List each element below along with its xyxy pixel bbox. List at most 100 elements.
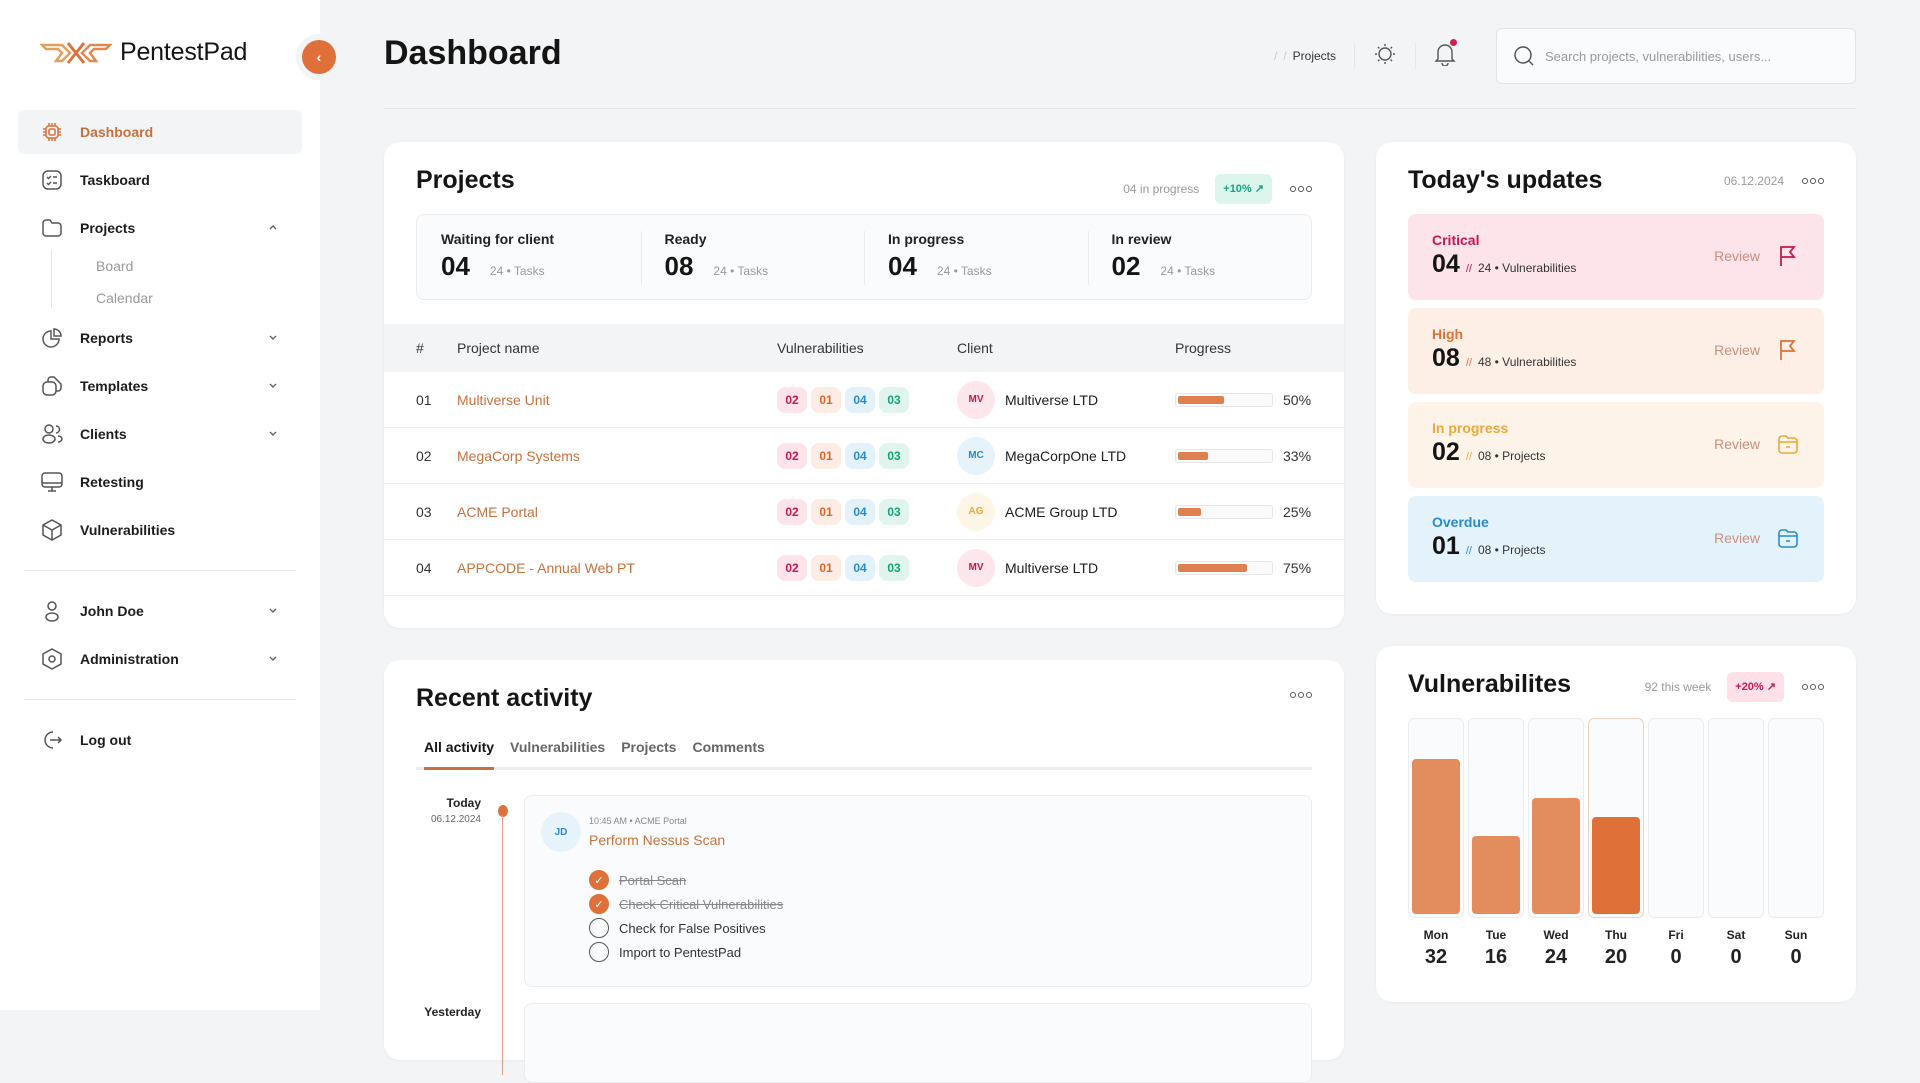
- chevron-down-icon[interactable]: [266, 378, 280, 392]
- more-options-icon[interactable]: [1802, 178, 1824, 184]
- status-count: 02: [1111, 251, 1141, 281]
- sidebar-item-dashboard[interactable]: Dashboard: [18, 110, 302, 154]
- checked-circle-icon[interactable]: ✓: [589, 870, 609, 890]
- update-item-overdue[interactable]: Overdue 01 // 08 • Projects Review: [1408, 496, 1824, 582]
- project-status-summary: Waiting for client 04 24 • Tasks Ready 08…: [416, 214, 1312, 300]
- sidebar-item-administration[interactable]: Administration: [18, 637, 302, 681]
- notifications-bell-icon[interactable]: [1434, 38, 1457, 71]
- breadcrumb-item[interactable]: Projects: [1292, 49, 1336, 63]
- checklist-item[interactable]: Check for False Positives: [589, 916, 783, 940]
- chart-column-tue[interactable]: [1468, 718, 1524, 918]
- activity-entry[interactable]: JD 10:45 AM • ACME Portal Perform Nessus…: [524, 795, 1312, 987]
- tab-projects[interactable]: Projects: [621, 739, 677, 755]
- column-header-client[interactable]: Client: [957, 340, 993, 356]
- sidebar-item-taskboard[interactable]: Taskboard: [18, 158, 302, 202]
- column-header-project-name[interactable]: Project name: [457, 340, 540, 356]
- activity-entry[interactable]: [524, 1003, 1312, 1083]
- status-ready[interactable]: Ready 08 24 • Tasks: [640, 215, 865, 299]
- checklist-item[interactable]: ✓ Check Critical Vulnerabilities: [589, 892, 783, 916]
- folder-open-icon[interactable]: [1776, 432, 1800, 456]
- sidebar-item-projects[interactable]: Projects: [18, 206, 302, 250]
- logout-button[interactable]: Log out: [18, 718, 302, 762]
- chart-column-sat[interactable]: [1708, 718, 1764, 918]
- chevron-down-icon[interactable]: [266, 651, 280, 665]
- more-options-icon[interactable]: [1290, 692, 1312, 698]
- update-item-high[interactable]: High 08 // 48 • Vulnerabilities Review: [1408, 308, 1824, 394]
- checklist-item[interactable]: ✓ Portal Scan: [589, 868, 783, 892]
- sidebar-item-retesting[interactable]: Retesting: [18, 460, 302, 504]
- project-name-link[interactable]: MegaCorp Systems: [457, 447, 580, 464]
- update-sub: 48 • Vulnerabilities: [1477, 355, 1577, 369]
- update-sub: 08 • Projects: [1477, 449, 1546, 463]
- sidebar-item-vulnerabilities[interactable]: Vulnerabilities: [18, 508, 302, 552]
- sidebar-subitem-board[interactable]: Board: [96, 258, 134, 274]
- checked-circle-icon[interactable]: ✓: [589, 894, 609, 914]
- client-avatar: MC: [957, 436, 995, 475]
- project-name-link[interactable]: Multiverse Unit: [457, 391, 550, 408]
- chart-column-sun[interactable]: [1768, 718, 1824, 918]
- column-header-progress[interactable]: Progress: [1175, 340, 1232, 356]
- chart-column-thu[interactable]: [1588, 718, 1644, 918]
- activity-title-link[interactable]: Perform Nessus Scan: [589, 832, 726, 848]
- search-input[interactable]: [1545, 48, 1835, 64]
- folder-open-icon[interactable]: [1776, 526, 1800, 550]
- client-cell: MV Multiverse LTD: [957, 548, 1175, 587]
- chevron-down-icon[interactable]: [266, 426, 280, 440]
- update-count: 02: [1432, 438, 1460, 466]
- trend-badge: +10% ↗: [1215, 174, 1272, 204]
- chart-column-wed[interactable]: [1528, 718, 1584, 918]
- column-header-number[interactable]: #: [416, 340, 424, 356]
- status-waiting-for-client[interactable]: Waiting for client 04 24 • Tasks: [417, 215, 641, 299]
- review-link[interactable]: Review: [1714, 436, 1760, 452]
- column-header-vulnerabilities[interactable]: Vulnerabilities: [777, 340, 864, 356]
- chevron-down-icon[interactable]: [266, 603, 280, 617]
- chevron-down-icon[interactable]: [266, 330, 280, 344]
- unchecked-circle-icon[interactable]: [589, 942, 609, 962]
- chevron-up-icon[interactable]: [266, 220, 280, 234]
- updates-title: Today's updates: [1408, 166, 1603, 194]
- status-in-review[interactable]: In review 02 24 • Tasks: [1087, 215, 1312, 299]
- chart-column-fri[interactable]: [1648, 718, 1704, 918]
- sidebar-subitem-calendar[interactable]: Calendar: [96, 290, 153, 306]
- review-link[interactable]: Review: [1714, 248, 1760, 264]
- sidebar-item-templates[interactable]: Templates: [18, 364, 302, 408]
- status-in-progress[interactable]: In progress 04 24 • Tasks: [864, 215, 1088, 299]
- table-row[interactable]: 02 MegaCorp Systems 02 01 04 03 MC MegaCorp…: [384, 428, 1344, 484]
- row-number: 02: [416, 447, 432, 464]
- tab-vulnerabilities[interactable]: Vulnerabilities: [510, 739, 606, 755]
- separator: //: [1465, 357, 1472, 369]
- vulnerabilities-meta: 92 this week +20% ↗: [1645, 672, 1824, 702]
- chart-bar: [1532, 797, 1580, 914]
- table-row[interactable]: 03 ACME Portal 02 01 04 03 AG ACME Group LT…: [384, 484, 1344, 540]
- sidebar-item-clients[interactable]: Clients: [18, 412, 302, 456]
- more-options-icon[interactable]: [1802, 684, 1824, 690]
- checklist-item[interactable]: Import to PentestPad: [589, 940, 783, 964]
- sidebar-nav: Dashboard Taskboard Projects Board Calen…: [18, 110, 302, 766]
- app-logo[interactable]: PentestPad: [40, 38, 247, 67]
- table-row[interactable]: 04 APPCODE - Annual Web PT 02 01 04 03 MV M…: [384, 540, 1344, 596]
- theme-toggle-sun-icon[interactable]: [1373, 42, 1397, 71]
- project-name-link[interactable]: APPCODE - Annual Web PT: [457, 559, 635, 576]
- flag-icon[interactable]: [1776, 244, 1800, 268]
- sidebar-item-label: Dashboard: [80, 124, 154, 140]
- sidebar: PentestPad Dashboard Taskboard Projects …: [0, 0, 320, 1010]
- unchecked-circle-icon[interactable]: [589, 918, 609, 938]
- chart-column-mon[interactable]: [1408, 718, 1464, 918]
- project-name-link[interactable]: ACME Portal: [457, 503, 538, 520]
- vulnerability-count-badge: 04: [845, 386, 875, 413]
- tab-all-activity[interactable]: All activity: [424, 736, 495, 770]
- sidebar-item-user[interactable]: John Doe: [18, 589, 302, 633]
- search-box[interactable]: [1496, 28, 1856, 84]
- update-item-in-progress[interactable]: In progress 02 // 08 • Projects Review: [1408, 402, 1824, 488]
- sidebar-collapse-button[interactable]: ‹: [302, 40, 336, 74]
- table-row[interactable]: 01 Multiverse Unit 02 01 04 03 MV Multivers…: [384, 372, 1344, 428]
- more-options-icon[interactable]: [1290, 186, 1312, 192]
- flag-icon[interactable]: [1776, 338, 1800, 362]
- review-link[interactable]: Review: [1714, 342, 1760, 358]
- tab-comments[interactable]: Comments: [692, 739, 765, 755]
- search-icon: [1514, 46, 1534, 66]
- chart-day-label: Mon: [1423, 928, 1449, 942]
- sidebar-item-reports[interactable]: Reports: [18, 316, 302, 360]
- update-item-critical[interactable]: Critical 04 // 24 • Vulnerabilities Revi…: [1408, 214, 1824, 300]
- review-link[interactable]: Review: [1714, 530, 1760, 546]
